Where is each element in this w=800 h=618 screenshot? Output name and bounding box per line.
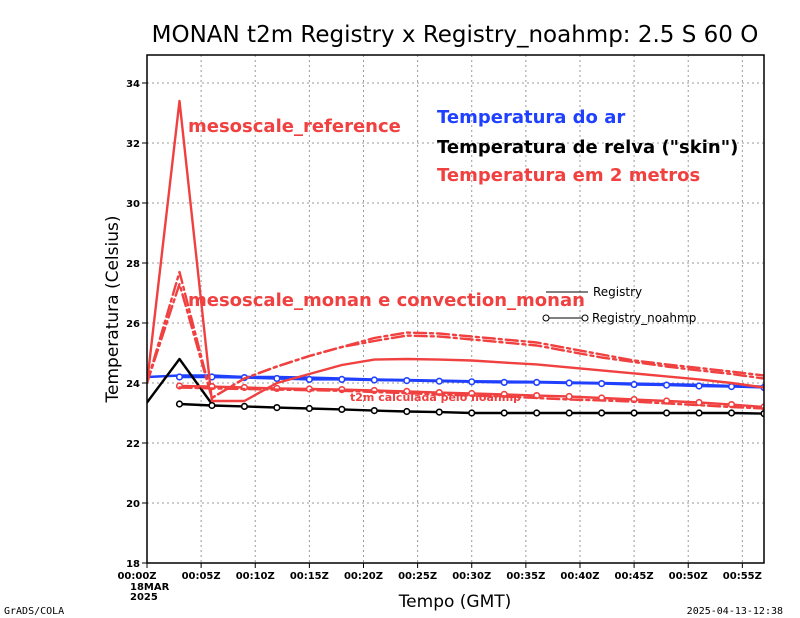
style-legend-label-noahmp: Registry_noahmp [592, 311, 696, 325]
series-point-air_noahmp-0 [175, 373, 184, 381]
x-tick-label-9: 00:45Z [615, 571, 654, 582]
y-tick-label-6: 30 [126, 199, 140, 210]
annotation-noahmp: t2m calculada pelo noahmp [350, 391, 521, 404]
series-point-air_noahmp-6 [370, 376, 378, 384]
y-tick-label-5: 28 [126, 259, 140, 270]
series-point-air_noahmp-3 [273, 374, 281, 383]
x-tick-label-6: 00:30Z [452, 571, 491, 582]
footer-right: 2025-04-13-12:38 [687, 606, 783, 617]
series-line-t2m_monan_noahmp [147, 282, 764, 400]
x-ticks: 00:00Z 00:05Z 00:10Z 00:15Z 00:20Z 00:25Z 00:3… [117, 563, 762, 582]
y-tick-label-3: 24 [126, 379, 140, 390]
series-line-t2m_noahmp_dash [178, 386, 764, 410]
x-tick-label-1: 00:05Z [182, 571, 221, 582]
series-point-air_noahmp-16 [695, 382, 703, 390]
x-tick-label-8: 00:40Z [560, 571, 599, 582]
y-tick-label-0: 18 [126, 559, 140, 570]
series-point-skin_noahmp-7 [403, 407, 411, 416]
series-point-skin_noahmp-10 [500, 409, 508, 417]
series-line-skin_registry [147, 357, 214, 406]
series-group [147, 99, 764, 418]
y-tick-label-2: 22 [126, 439, 140, 450]
series-point-skin_noahmp-5 [338, 405, 346, 414]
series-point-air_noahmp-9 [468, 378, 476, 386]
series-point-air_noahmp-13 [598, 380, 606, 388]
series-point-skin_noahmp-15 [662, 409, 671, 417]
series-point-skin_noahmp-14 [630, 409, 638, 417]
series-point-skin_noahmp-8 [435, 408, 443, 416]
series-layer [147, 99, 764, 418]
series-point-air_noahmp-14 [630, 380, 638, 389]
series-point-air_noahmp-8 [435, 377, 443, 385]
series-point-air_noahmp-5 [338, 375, 346, 384]
annotation-reference: mesoscale_reference [188, 116, 401, 137]
series-point-skin_noahmp-3 [273, 404, 281, 412]
y-tick-label-1: 20 [126, 499, 140, 510]
series-point-air_noahmp-10 [500, 378, 508, 387]
series-point-air_noahmp-17 [727, 383, 736, 391]
y-axis-label: Temperatura (Celsius) [103, 216, 123, 404]
x-tick-label-3: 00:15Z [290, 571, 329, 582]
series-point-skin_noahmp-17 [727, 409, 736, 417]
legend-air-text: Temperatura do ar [437, 107, 625, 128]
series-line-t2m_reference [147, 99, 764, 403]
series-point-skin_noahmp-4 [305, 404, 313, 413]
series-point-air_noahmp-12 [565, 379, 573, 387]
legend-skin-text: Temperatura de relva ("skin") [437, 137, 738, 158]
x-axis-label: Tempo (GMT) [398, 592, 512, 612]
y-ticks: 18 20 22 24 26 28 30 32 34 [126, 79, 147, 570]
x-tick-label-11: 00:55Z [723, 571, 762, 582]
series-point-air_noahmp-15 [662, 381, 671, 389]
legend-t2m-text: Temperatura em 2 metros [437, 165, 700, 186]
series-point-skin_noahmp-1 [208, 401, 216, 410]
series-point-t2m_noahmp-16 [695, 398, 703, 407]
series-point-air_noahmp-4 [305, 375, 313, 384]
series-point-skin_noahmp-11 [533, 409, 541, 417]
series-point-skin_noahmp-0 [175, 400, 184, 408]
x-tick-label-10: 00:50Z [669, 571, 708, 582]
x-tick-label-4: 00:20Z [344, 571, 383, 582]
series-line-t2m_monan_registry [147, 270, 764, 400]
x-tick-label-0: 00:00Z [117, 571, 156, 582]
style-legend: Registry Registry_noahmp [542, 285, 696, 325]
footer-left: GrADS/COLA [4, 606, 64, 617]
chart-title: MONAN t2m Registry x Registry_noahmp: 2.… [152, 22, 759, 48]
x-tick-label-5: 00:25Z [398, 571, 437, 582]
style-legend-marker-end [581, 314, 589, 322]
series-point-skin_noahmp-6 [370, 407, 378, 415]
plot-frame [146, 54, 765, 564]
style-legend-marker-start [542, 314, 550, 322]
y-tick-label-7: 32 [126, 139, 140, 150]
series-point-air_noahmp-7 [403, 377, 411, 385]
x-tick-label-7: 00:35Z [506, 571, 545, 582]
annotation-monan: mesoscale_monan e convection_monan [188, 290, 585, 311]
series-point-skin_noahmp-12 [565, 409, 573, 417]
series-point-skin_noahmp-13 [598, 409, 606, 417]
series-point-skin_noahmp-9 [468, 409, 476, 417]
y-tick-label-4: 26 [126, 319, 140, 330]
series-point-skin_noahmp-2 [240, 402, 249, 411]
y-tick-label-8: 34 [126, 79, 140, 90]
x-tick-label-2: 00:10Z [236, 571, 275, 582]
style-legend-label-registry: Registry [593, 285, 642, 299]
x-sublabel-day: 18MAR [130, 582, 170, 593]
series-point-skin_noahmp-16 [695, 409, 703, 417]
series-point-air_noahmp-11 [533, 378, 541, 387]
x-sublabel-year: 2025 [130, 592, 158, 603]
